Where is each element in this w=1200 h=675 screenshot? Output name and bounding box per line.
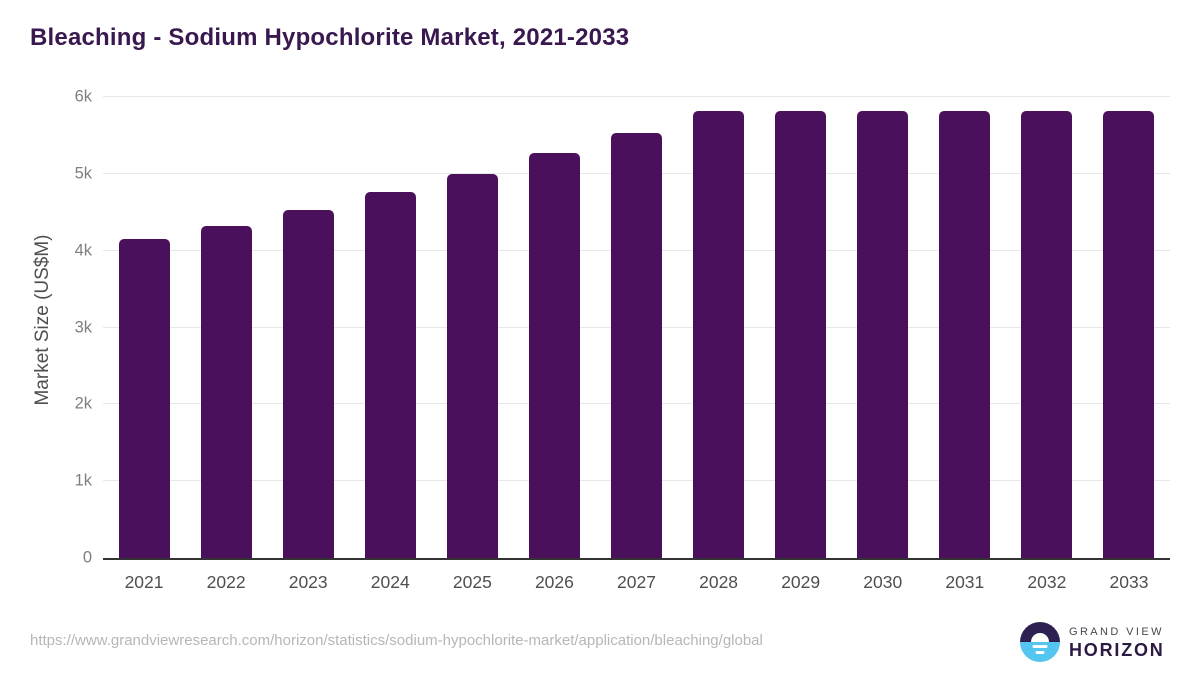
brand-name-bottom: HORIZON	[1069, 640, 1165, 660]
y-tick-label: 2k	[74, 394, 92, 413]
x-axis-labels: 2021 2022 2023 2024 2025 2026 2027 2028 2029 2030…	[103, 572, 1170, 593]
x-tick-label: 2022	[206, 572, 246, 592]
x-tick-label: 2029	[781, 572, 821, 592]
bar-slot	[595, 97, 677, 558]
x-tick-label: 2031	[945, 572, 985, 592]
gridline	[103, 96, 1170, 97]
bar-2022	[200, 226, 252, 558]
bar-slot	[185, 97, 267, 558]
y-tick-label: 4k	[74, 241, 92, 260]
bar-slot	[924, 97, 1006, 558]
source-url: https://www.grandviewresearch.com/horizo…	[30, 632, 763, 649]
bar-2028	[693, 110, 745, 558]
bar-2025	[446, 173, 498, 558]
bar-2031	[939, 110, 991, 558]
brand-text: GRAND VIEW HORIZON	[1069, 626, 1165, 661]
y-tick-label: 6k	[74, 87, 92, 106]
x-tick-label: 2023	[288, 572, 328, 592]
x-tick-label: 2027	[617, 572, 656, 592]
bar-2027	[611, 133, 662, 558]
bar-slot	[349, 97, 431, 558]
x-tick-label: 2021	[124, 572, 164, 592]
y-tick-label: 1k	[74, 471, 92, 490]
sun-reflection-line-2	[1035, 651, 1045, 654]
bar-2026	[528, 153, 580, 558]
bar-2033	[1103, 110, 1155, 558]
y-axis-ticks: 6k 5k 4k 3k 2k 1k 0	[0, 88, 92, 567]
bar-slot	[431, 97, 513, 558]
x-tick-label: 2030	[863, 572, 903, 592]
bars	[103, 97, 1170, 558]
bar-2023	[282, 209, 334, 558]
x-tick-label: 2028	[699, 572, 739, 592]
bar-2030	[857, 110, 909, 558]
y-tick-label: 5k	[74, 164, 92, 183]
x-tick-label: 2033	[1109, 572, 1149, 592]
sun-dome-shape	[1031, 633, 1049, 642]
x-tick-label: 2032	[1027, 572, 1067, 592]
y-tick-label: 3k	[74, 318, 92, 336]
bar-slot	[1006, 97, 1088, 558]
bar-2029	[775, 110, 827, 558]
bar-slot	[678, 97, 760, 558]
plot-area	[103, 96, 1170, 560]
bar-2032	[1021, 110, 1073, 558]
x-tick-label: 2024	[370, 572, 410, 592]
brand-name-top: GRAND VIEW	[1069, 626, 1164, 638]
x-tick-label: 2025	[452, 572, 492, 592]
chart-title: Bleaching - Sodium Hypochlorite Market, …	[30, 24, 630, 51]
bar-slot	[760, 97, 842, 558]
bar-slot	[103, 97, 185, 558]
bar-slot	[267, 97, 349, 558]
bar-slot	[1088, 97, 1170, 558]
x-tick-label: 2026	[534, 572, 574, 592]
bar-slot	[513, 97, 595, 558]
bar-slot	[842, 97, 924, 558]
bar-2021	[118, 239, 170, 558]
bar-2024	[364, 191, 416, 558]
horizon-sunrise-logo-icon	[1020, 622, 1060, 662]
y-tick-label: 0	[82, 548, 92, 567]
sun-reflection-line-1	[1032, 645, 1048, 648]
